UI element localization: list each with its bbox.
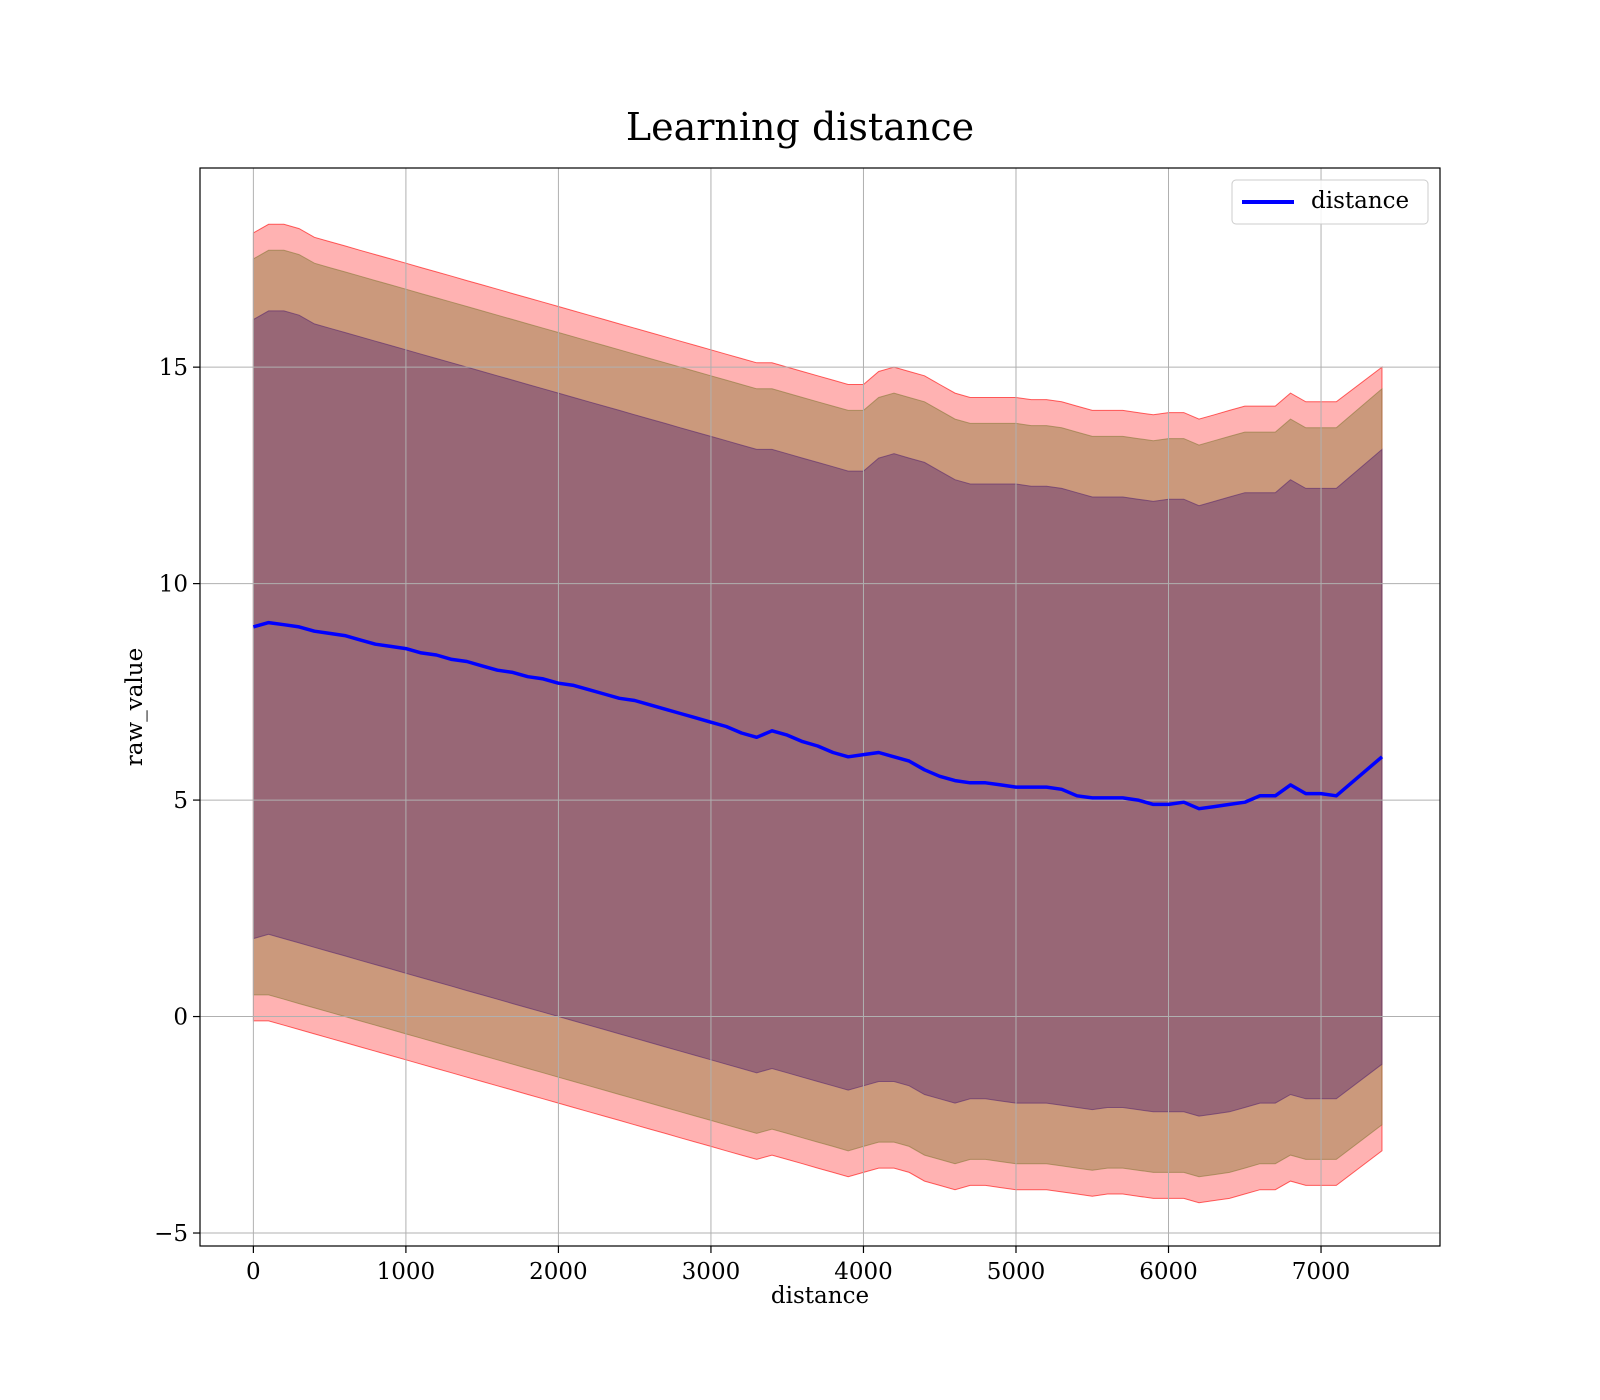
x-tick-label: 4000 [834,1259,893,1285]
x-axis-ticks: 0 1000 2000 3000 4000 5000 6000 7000 [246,1246,1350,1285]
x-tick-label: 5000 [987,1259,1046,1285]
grid [200,168,1440,1246]
chart-title: Learning distance [626,105,974,149]
y-axis-ticks: −5 0 5 10 15 [154,355,200,1247]
band-2 [252,310,1383,1117]
x-tick-label: 0 [246,1259,261,1285]
legend-label-distance: distance [1311,188,1409,214]
confidence-bands [252,223,1383,1204]
series-layer [252,620,1384,811]
x-tick-label: 7000 [1292,1259,1351,1285]
plot-frame [199,167,1441,1247]
band-1 [252,249,1383,1178]
y-tick-label: 5 [173,788,188,814]
band-0 [252,223,1383,1204]
x-tick-label: 2000 [529,1259,588,1285]
y-tick-label: 15 [159,355,188,381]
legend-box [1231,179,1429,225]
y-tick-label: −5 [154,1221,188,1247]
x-tick-label: 6000 [1139,1259,1198,1285]
legend: distance [1231,179,1429,225]
y-tick-label: 10 [159,572,188,598]
y-axis-label: raw_value [122,648,148,766]
x-axis-label: distance [771,1283,869,1309]
y-tick-label: 0 [173,1005,188,1031]
x-tick-label: 3000 [682,1259,741,1285]
x-tick-label: 1000 [377,1259,436,1285]
series-line-distance [252,620,1384,811]
